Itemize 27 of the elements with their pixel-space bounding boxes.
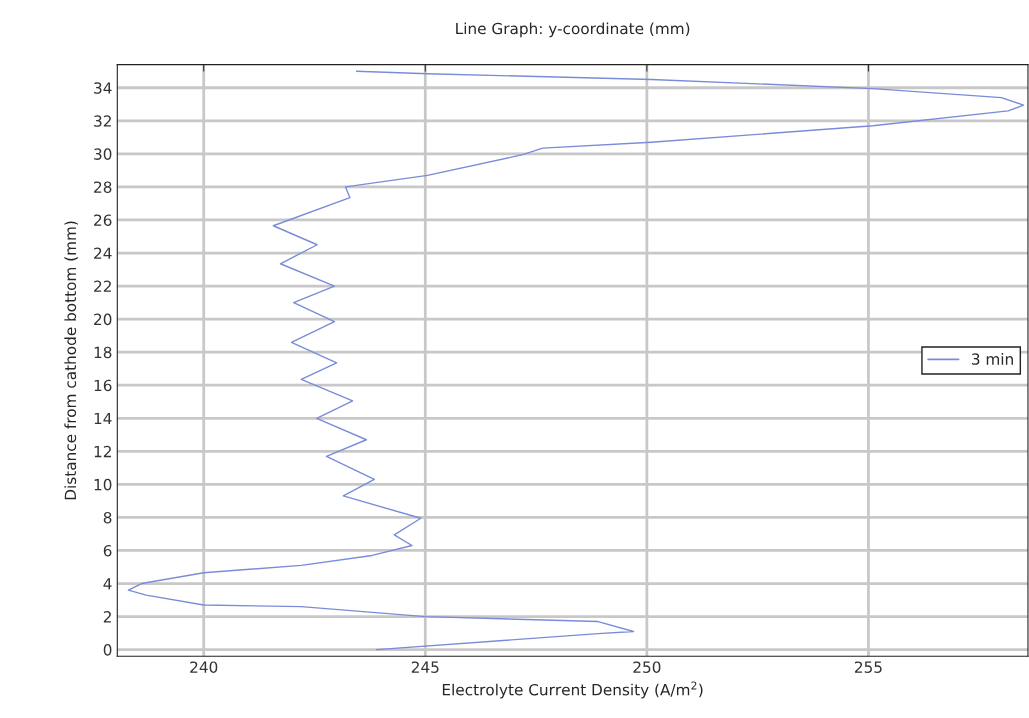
- y-tick-label: 30: [94, 148, 112, 160]
- y-tick-label: 10: [94, 478, 112, 491]
- y-tick-label: 14: [94, 412, 112, 425]
- y-tick-label: 12: [94, 445, 111, 458]
- x-tick-label: 255: [854, 661, 882, 673]
- y-tick-label: 6: [103, 544, 112, 557]
- y-tick-label: 16: [94, 379, 112, 392]
- y-tick-label: 8: [103, 511, 112, 524]
- y-tick-label: 0: [103, 644, 112, 656]
- y-tick-label: 22: [94, 280, 111, 292]
- y-tick-label: 24: [94, 247, 112, 259]
- y-tick-label: 20: [94, 313, 112, 326]
- y-axis-title: Distance from cathode bottom (mm): [64, 221, 78, 500]
- y-tick-label: 26: [94, 214, 112, 226]
- line-series: [127, 70, 1025, 651]
- x-tick-label: 240: [190, 661, 218, 673]
- x-tick-label: 250: [633, 661, 661, 673]
- y-tick-label: 28: [94, 181, 112, 193]
- y-tick-label: 34: [94, 82, 112, 94]
- y-tick-label: 2: [103, 611, 111, 623]
- legend-label: 3 min: [972, 353, 1013, 365]
- y-tick-label: 18: [94, 346, 112, 359]
- chart-title: Line Graph: y-coordinate (mm): [456, 22, 690, 38]
- x-axis-title: Electrolyte Current Density (A/m$^{2}$): [442, 681, 703, 699]
- y-tick-label: 4: [103, 578, 112, 590]
- x-tick-label: 245: [411, 661, 439, 673]
- y-tick-label: 32: [94, 115, 111, 127]
